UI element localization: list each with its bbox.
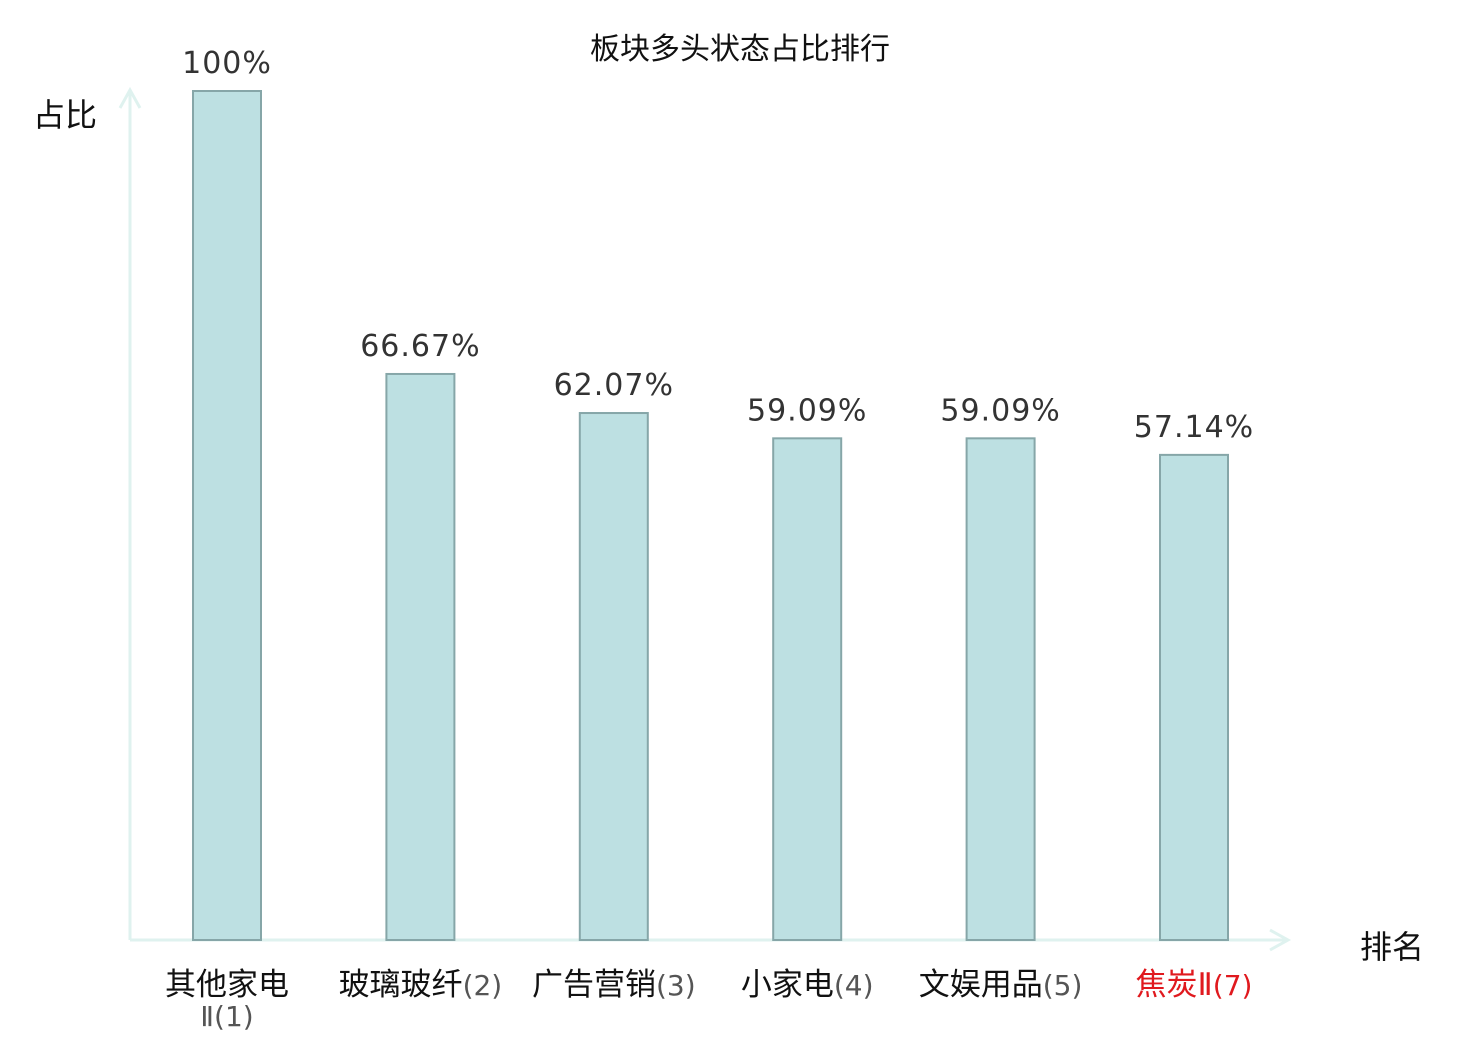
category-label: 广告营销(3) <box>532 967 696 1003</box>
x-axis-label: 排名 <box>1360 928 1425 966</box>
category-name: 小家电 <box>741 967 834 1003</box>
chart-title: 板块多头状态占比排行 <box>590 32 890 67</box>
data-label: 66.67% <box>360 329 480 364</box>
y-axis-arrow-icon <box>118 86 142 109</box>
bar <box>1159 453 1229 941</box>
data-label: 57.14% <box>1134 410 1254 445</box>
category-label: 文娱用品(5) <box>919 967 1083 1003</box>
bars-group <box>192 90 1229 942</box>
data-label: 59.09% <box>747 393 867 428</box>
bar <box>385 372 456 942</box>
category-label: 小家电(4) <box>741 967 874 1003</box>
data-label: 62.07% <box>554 368 674 403</box>
category-rank-label: Ⅱ(1) <box>200 1000 253 1033</box>
data-label: 59.09% <box>940 393 1060 428</box>
category-label: 焦炭Ⅱ(7) <box>1136 967 1253 1003</box>
bar <box>965 437 1036 941</box>
category-rank: (2) <box>463 969 503 1002</box>
y-axis-label: 占比 <box>33 96 98 134</box>
category-name: 文娱用品 <box>919 967 1043 1003</box>
category-name: 广告营销 <box>532 967 656 1003</box>
x-axis-arrow-icon <box>1269 928 1292 952</box>
category-rank: (4) <box>834 969 874 1002</box>
category-name: 焦炭Ⅱ <box>1136 967 1213 1003</box>
bar <box>578 412 649 941</box>
category-name: 玻璃玻纤 <box>339 967 463 1003</box>
axes <box>118 86 1292 952</box>
category-label: 玻璃玻纤(2) <box>339 967 503 1003</box>
bar <box>192 90 262 941</box>
bar <box>772 437 843 941</box>
data-label: 100% <box>182 46 272 81</box>
category-label: 其他家电 <box>165 967 289 1003</box>
category-rank: (5) <box>1043 969 1083 1002</box>
category-rank: (7) <box>1213 969 1253 1002</box>
category-rank: (3) <box>656 969 696 1002</box>
